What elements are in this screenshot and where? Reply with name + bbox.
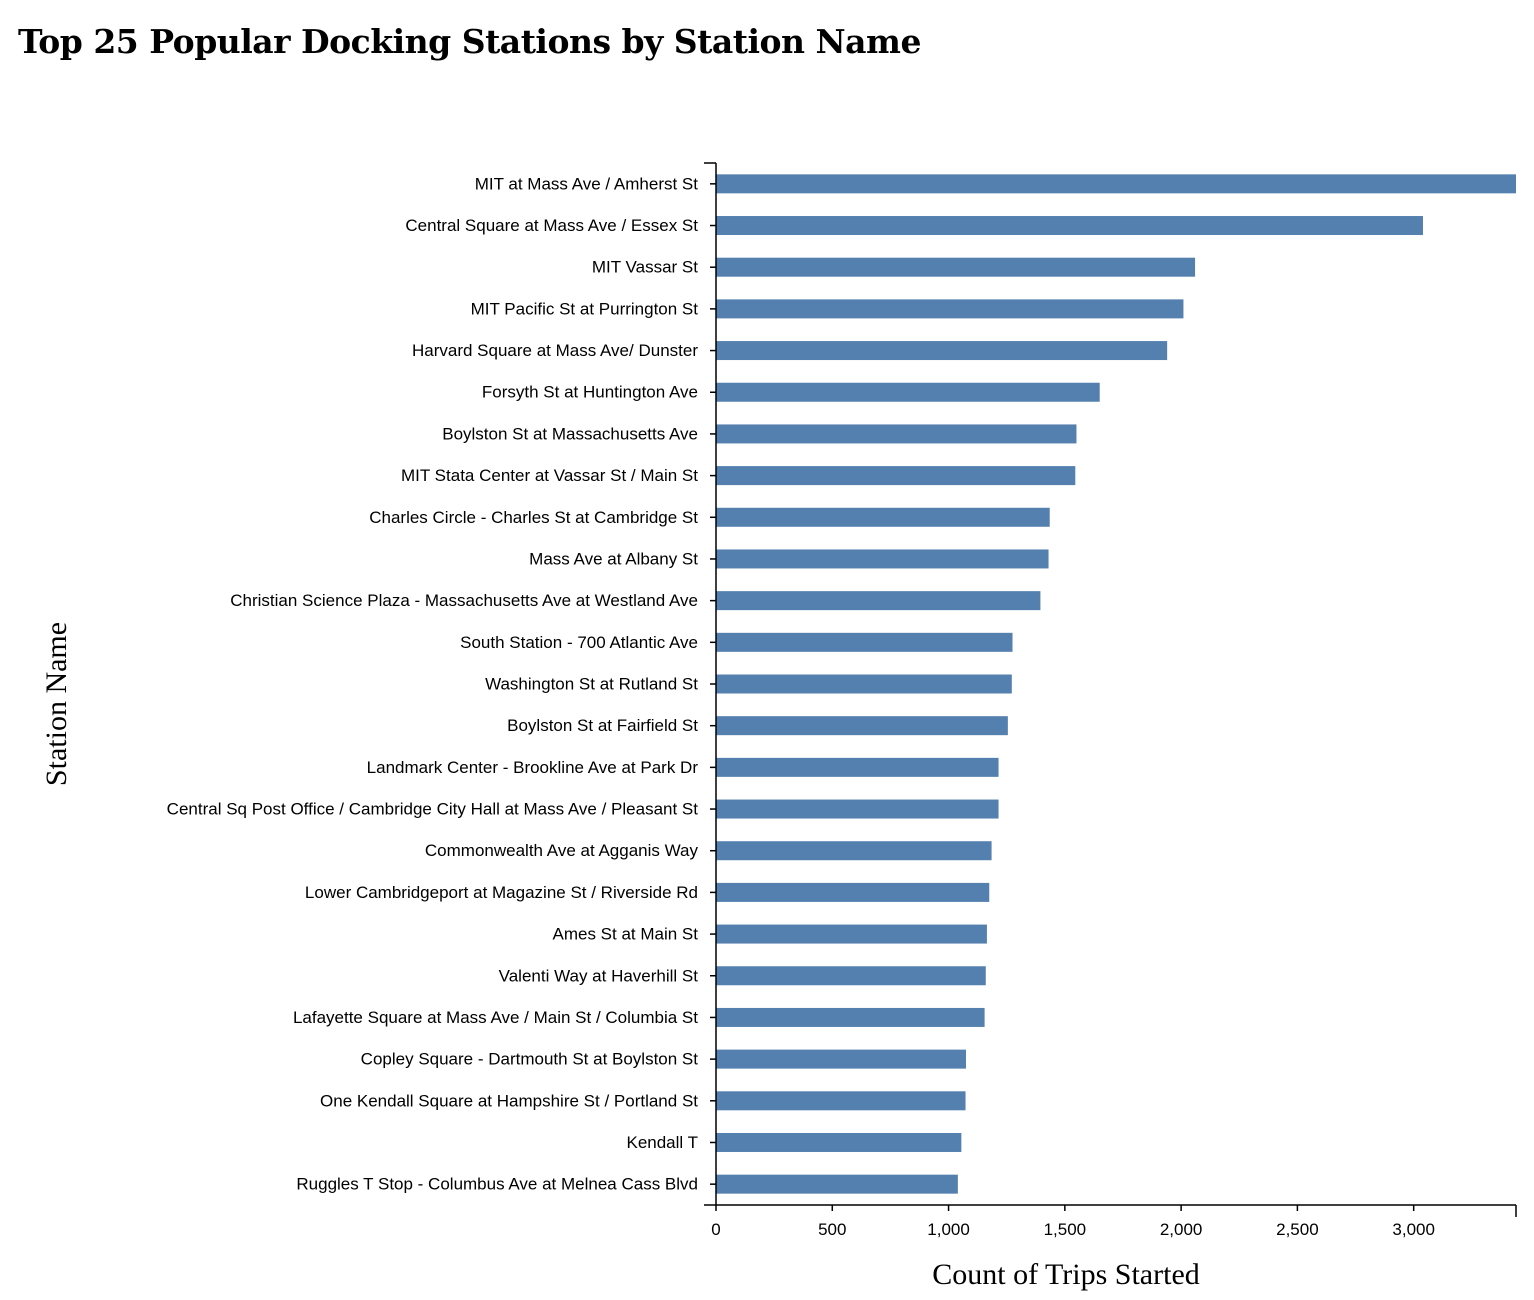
y-tick-label: Forsyth St at Huntington Ave [482,383,698,402]
bar [716,257,1196,277]
y-tick-label: MIT at Mass Ave / Amherst St [475,174,699,193]
bar [716,466,1076,486]
y-tick-label: Washington St at Rutland St [485,675,698,694]
y-tick-label: Boylston St at Massachusetts Ave [442,424,698,443]
bar [716,924,987,944]
bar [716,1049,966,1069]
y-tick-label: Mass Ave at Albany St [529,549,698,568]
y-tick-label: Ames St at Main St [553,925,699,944]
y-tick-label: One Kendall Square at Hampshire St / Por… [320,1091,698,1110]
y-tick-label: Ruggles T Stop - Columbus Ave at Melnea … [296,1175,698,1194]
bar [716,757,999,777]
bar [716,174,1516,194]
bar [716,341,1168,361]
x-axis-title: Count of Trips Started [932,1258,1200,1291]
y-tick-label: MIT Stata Center at Vassar St / Main St [401,466,698,485]
y-tick-label: Boylston St at Fairfield St [507,716,698,735]
bar [716,799,999,819]
bar [716,549,1049,569]
y-tick-label: MIT Vassar St [592,258,698,277]
x-tick-label: 2,500 [1276,1220,1319,1239]
bar [716,882,990,902]
bar [716,716,1008,736]
bar [716,1007,985,1027]
bar [716,424,1077,444]
x-tick-label: 500 [818,1220,846,1239]
y-tick-label: Central Sq Post Office / Cambridge City … [167,800,699,819]
y-tick-label: Commonwealth Ave at Agganis Way [425,841,699,860]
y-axis-title: Station Name [40,622,73,786]
y-tick-label: Landmark Center - Brookline Ave at Park … [367,758,699,777]
bar [716,841,992,861]
bars [716,174,1516,1194]
y-tick-label: Lafayette Square at Mass Ave / Main St /… [293,1008,698,1027]
bar [716,507,1050,527]
y-tick-label: Lower Cambridgeport at Magazine St / Riv… [305,883,698,902]
x-axis: 0 500 1,000 1,500 2,000 2,500 3,000 [711,1204,1517,1239]
x-tick-label: 3,000 [1392,1220,1435,1239]
bar [716,382,1100,402]
bar [716,966,986,986]
y-tick-label: Central Square at Mass Ave / Essex St [405,216,698,235]
y-tick-label: Charles Circle - Charles St at Cambridge… [369,508,698,527]
x-tick-label: 0 [711,1220,720,1239]
x-tick-label: 1,500 [1044,1220,1087,1239]
y-tick-label: Kendall T [626,1133,698,1152]
bar [716,1174,958,1194]
y-axis: MIT at Mass Ave / Amherst St Central Squa… [167,162,717,1206]
y-tick-label: Harvard Square at Mass Ave/ Dunster [412,341,698,360]
bar [716,674,1012,694]
chart-title: Top 25 Popular Docking Stations by Stati… [18,22,921,61]
y-tick-label: Christian Science Plaza - Massachusetts … [230,591,698,610]
y-tick-label: Copley Square - Dartmouth St at Boylston… [361,1050,699,1069]
y-tick-label: South Station - 700 Atlantic Ave [460,633,698,652]
bar [716,1132,962,1152]
y-tick-label: MIT Pacific St at Purrington St [471,299,699,318]
bar [716,1091,966,1111]
x-tick-label: 1,000 [927,1220,970,1239]
x-tick-label: 2,000 [1160,1220,1203,1239]
y-tick-label: Valenti Way at Haverhill St [499,966,699,985]
bar [716,632,1013,652]
bar [716,299,1184,319]
bar [716,216,1423,236]
bar [716,591,1041,611]
